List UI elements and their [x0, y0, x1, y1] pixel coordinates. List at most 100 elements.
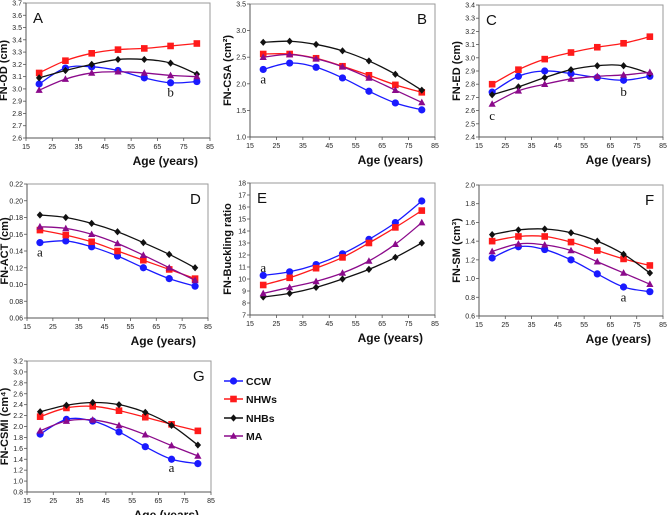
- y-tick-label: 0.20: [9, 198, 23, 205]
- x-tick-label: 55: [580, 322, 588, 329]
- data-point: [260, 38, 267, 46]
- data-point: [391, 86, 399, 93]
- x-tick-label: 65: [154, 144, 162, 151]
- x-tick-label: 45: [325, 321, 333, 328]
- data-point: [338, 74, 347, 82]
- legend-marker-icon: [229, 432, 238, 439]
- y-axis-title: FN-OD (cm): [0, 40, 10, 101]
- y-tick-label: 1.8: [13, 435, 23, 442]
- data-point: [646, 269, 654, 277]
- data-point: [191, 276, 199, 284]
- data-point: [167, 441, 176, 449]
- data-point: [259, 53, 267, 60]
- x-tick-label: 85: [431, 143, 439, 150]
- data-point: [646, 262, 654, 269]
- y-tick-label: 1.6: [13, 446, 23, 453]
- data-point: [488, 237, 496, 245]
- data-point: [620, 255, 627, 263]
- data-point: [89, 416, 97, 423]
- y-tick-label: 2.0: [13, 424, 23, 431]
- x-tick-label: 75: [180, 144, 188, 151]
- data-point: [61, 75, 70, 82]
- y-tick-label: 0.08: [9, 299, 23, 306]
- data-point: [259, 65, 267, 74]
- x-tick-label: 25: [49, 324, 57, 331]
- legend-item-nhbs: NHBs: [224, 413, 275, 425]
- data-point: [619, 76, 628, 84]
- data-point: [141, 430, 149, 438]
- data-point: [62, 57, 69, 64]
- data-point: [88, 69, 96, 76]
- data-point: [140, 239, 147, 247]
- x-tick-label: 25: [501, 143, 509, 150]
- data-point: [165, 275, 173, 283]
- y-tick-label: 0.06: [9, 316, 23, 323]
- data-point: [139, 251, 147, 258]
- data-point: [365, 57, 373, 65]
- data-point: [365, 239, 373, 247]
- data-point: [193, 77, 201, 86]
- data-point: [541, 233, 549, 240]
- data-point: [141, 413, 149, 421]
- x-tick-label: 35: [299, 143, 307, 150]
- x-tick-label: 55: [127, 324, 135, 331]
- data-point: [286, 59, 294, 67]
- series-ma: [259, 218, 426, 297]
- data-point: [168, 421, 175, 430]
- y-tick-label: 13: [238, 241, 246, 248]
- y-axis-title: FN-ACT (cm): [0, 217, 11, 285]
- data-point: [62, 213, 69, 222]
- x-tick-label: 65: [378, 143, 386, 150]
- data-point: [194, 427, 202, 435]
- data-point: [567, 66, 575, 74]
- x-tick-label: 45: [554, 143, 562, 150]
- data-point: [620, 62, 627, 70]
- y-tick-label: 2.8: [12, 111, 22, 118]
- y-tick-label: 3.4: [465, 3, 475, 10]
- annotation-letter: b: [620, 84, 627, 99]
- x-tick-label: 55: [128, 498, 136, 505]
- data-point: [488, 254, 496, 262]
- annotation-letter: a: [260, 260, 266, 275]
- x-tick-label: 15: [475, 143, 483, 150]
- x-axis-title: Age (years): [133, 154, 198, 168]
- y-tick-label: 1.2: [465, 257, 475, 264]
- y-tick-label: 3.7: [12, 1, 22, 8]
- x-tick-label: 55: [352, 321, 360, 328]
- y-tick-label: 1.0: [13, 479, 23, 486]
- data-point: [286, 50, 294, 58]
- x-tick-label: 35: [299, 321, 307, 328]
- legend: CCW NHWs NHBs MA: [224, 376, 277, 443]
- data-point: [515, 226, 522, 234]
- x-tick-label: 85: [659, 143, 667, 150]
- data-point: [567, 256, 575, 264]
- data-point: [286, 274, 293, 282]
- x-tick-label: 45: [102, 498, 110, 505]
- data-point: [88, 219, 95, 227]
- x-tick-label: 65: [607, 322, 615, 329]
- y-axis-title: FN-CSA (cm²): [222, 35, 234, 106]
- y-axis-title: FN-ED (cm): [451, 41, 463, 101]
- x-tick-label: 75: [181, 498, 189, 505]
- legend-item-nhws: NHWs: [224, 394, 277, 406]
- y-tick-label: 2.0: [236, 81, 246, 88]
- data-point: [194, 452, 202, 459]
- panel-letter: G: [193, 368, 205, 385]
- y-tick-label: 2.5: [465, 121, 475, 128]
- y-tick-label: 0.22: [9, 182, 23, 189]
- data-point: [114, 228, 121, 236]
- data-point: [140, 69, 148, 76]
- x-tick-label: 35: [528, 143, 536, 150]
- y-tick-label: 3.3: [12, 50, 22, 57]
- data-point: [62, 231, 70, 239]
- y-tick-label: 1.6: [465, 220, 475, 227]
- data-point: [567, 75, 575, 82]
- x-axis-title: Age (years): [358, 153, 423, 167]
- legend-item-ma: MA: [224, 431, 263, 443]
- data-point: [36, 239, 44, 247]
- data-point: [541, 245, 549, 254]
- data-point: [365, 265, 373, 273]
- data-point: [140, 74, 148, 82]
- y-tick-label: 2.5: [236, 55, 246, 62]
- panel-e: 7 8 9 10 11 12 13 14 15 16 17 18 15 25 35 45 55 65 75 85 Age…: [222, 181, 439, 346]
